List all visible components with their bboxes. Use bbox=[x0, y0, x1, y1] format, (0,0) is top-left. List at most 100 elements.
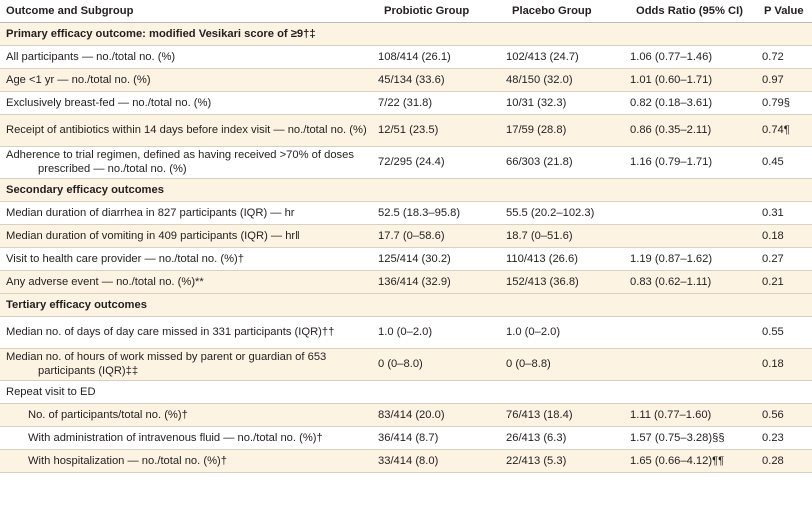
probiotic-value: 108/414 (26.1) bbox=[378, 45, 506, 69]
table-row: With administration of intravenous fluid… bbox=[0, 426, 812, 450]
section-title: Secondary efficacy outcomes bbox=[0, 178, 812, 202]
table-row: All participants — no./total no. (%) 108… bbox=[0, 45, 812, 69]
section-secondary: Secondary efficacy outcomes bbox=[0, 178, 812, 202]
table-row: With hospitalization — no./total no. (%)… bbox=[0, 449, 812, 473]
row-label: Median no. of hours of work missed by pa… bbox=[6, 351, 327, 377]
placebo-value bbox=[506, 380, 630, 404]
row-label: Adherence to trial regimen, defined as h… bbox=[6, 149, 354, 175]
p-value: 0.18 bbox=[758, 224, 812, 248]
table-row: Repeat visit to ED bbox=[0, 380, 812, 404]
table-row: Exclusively breast-fed — no./total no. (… bbox=[0, 91, 812, 115]
placebo-value: 0 (0–8.8) bbox=[506, 348, 630, 381]
row-label: Receipt of antibiotics within 14 days be… bbox=[6, 124, 367, 136]
p-value: 0.97 bbox=[758, 68, 812, 92]
row-label: Visit to health care provider — no./tota… bbox=[0, 247, 378, 271]
header-p-value: P Value bbox=[758, 0, 812, 23]
probiotic-value: 0 (0–8.0) bbox=[378, 348, 506, 381]
p-value bbox=[758, 380, 812, 404]
odds-ratio-value: 1.65 (0.66–4.12)¶¶ bbox=[630, 449, 758, 473]
row-label: Median duration of diarrhea in 827 parti… bbox=[0, 201, 378, 225]
p-value: 0.21 bbox=[758, 270, 812, 294]
table-row: Median duration of vomiting in 409 parti… bbox=[0, 224, 812, 248]
header-row: Outcome and Subgroup Probiotic Group Pla… bbox=[0, 0, 812, 23]
probiotic-value: 36/414 (8.7) bbox=[378, 426, 506, 450]
p-value: 0.72 bbox=[758, 45, 812, 69]
probiotic-value: 17.7 (0–58.6) bbox=[378, 224, 506, 248]
p-value: 0.79§ bbox=[758, 91, 812, 115]
odds-ratio-value: 1.06 (0.77–1.46) bbox=[630, 45, 758, 69]
probiotic-value: 1.0 (0–2.0) bbox=[378, 316, 506, 349]
row-label: Repeat visit to ED bbox=[0, 380, 378, 404]
odds-ratio-value bbox=[630, 201, 758, 225]
section-title: Primary efficacy outcome: modified Vesik… bbox=[0, 22, 812, 46]
placebo-value: 76/413 (18.4) bbox=[506, 403, 630, 427]
odds-ratio-value: 1.19 (0.87–1.62) bbox=[630, 247, 758, 271]
placebo-value: 152/413 (36.8) bbox=[506, 270, 630, 294]
odds-ratio-value: 0.82 (0.18–3.61) bbox=[630, 91, 758, 115]
probiotic-value: 52.5 (18.3–95.8) bbox=[378, 201, 506, 225]
section-primary: Primary efficacy outcome: modified Vesik… bbox=[0, 22, 812, 46]
placebo-value: 22/413 (5.3) bbox=[506, 449, 630, 473]
placebo-value: 26/413 (6.3) bbox=[506, 426, 630, 450]
p-value: 0.28 bbox=[758, 449, 812, 473]
table-row: No. of participants/total no. (%)† 83/41… bbox=[0, 403, 812, 427]
table-row: Adherence to trial regimen, defined as h… bbox=[0, 146, 812, 179]
p-value: 0.23 bbox=[758, 426, 812, 450]
outcomes-table: Outcome and Subgroup Probiotic Group Pla… bbox=[0, 0, 812, 473]
row-label: Median no. of days of day care missed in… bbox=[6, 326, 335, 338]
section-title: Tertiary efficacy outcomes bbox=[0, 293, 812, 317]
p-value: 0.45 bbox=[758, 146, 812, 179]
p-value: 0.74¶ bbox=[758, 114, 812, 147]
probiotic-value bbox=[378, 380, 506, 404]
table-row: Median duration of diarrhea in 827 parti… bbox=[0, 201, 812, 225]
probiotic-value: 33/414 (8.0) bbox=[378, 449, 506, 473]
p-value: 0.31 bbox=[758, 201, 812, 225]
probiotic-value: 136/414 (32.9) bbox=[378, 270, 506, 294]
odds-ratio-value bbox=[630, 316, 758, 349]
placebo-value: 55.5 (20.2–102.3) bbox=[506, 201, 630, 225]
p-value: 0.56 bbox=[758, 403, 812, 427]
row-label: All participants — no./total no. (%) bbox=[0, 45, 378, 69]
row-label: With administration of intravenous fluid… bbox=[0, 426, 378, 450]
header-placebo: Placebo Group bbox=[506, 0, 630, 23]
placebo-value: 102/413 (24.7) bbox=[506, 45, 630, 69]
placebo-value: 110/413 (26.6) bbox=[506, 247, 630, 271]
table-row: Age <1 yr — no./total no. (%) 45/134 (33… bbox=[0, 68, 812, 92]
section-tertiary: Tertiary efficacy outcomes bbox=[0, 293, 812, 317]
p-value: 0.55 bbox=[758, 316, 812, 349]
odds-ratio-value bbox=[630, 224, 758, 248]
placebo-value: 18.7 (0–51.6) bbox=[506, 224, 630, 248]
odds-ratio-value: 1.16 (0.79–1.71) bbox=[630, 146, 758, 179]
probiotic-value: 83/414 (20.0) bbox=[378, 403, 506, 427]
table-row: Receipt of antibiotics within 14 days be… bbox=[0, 114, 812, 147]
odds-ratio-value: 0.83 (0.62–1.11) bbox=[630, 270, 758, 294]
odds-ratio-value: 1.57 (0.75–3.28)§§ bbox=[630, 426, 758, 450]
row-label: Median duration of vomiting in 409 parti… bbox=[0, 224, 378, 248]
row-label: Any adverse event — no./total no. (%)** bbox=[0, 270, 378, 294]
placebo-value: 48/150 (32.0) bbox=[506, 68, 630, 92]
row-label: No. of participants/total no. (%)† bbox=[0, 403, 378, 427]
odds-ratio-value: 1.01 (0.60–1.71) bbox=[630, 68, 758, 92]
p-value: 0.27 bbox=[758, 247, 812, 271]
odds-ratio-value: 0.86 (0.35–2.11) bbox=[630, 114, 758, 147]
table-row: Median no. of hours of work missed by pa… bbox=[0, 348, 812, 381]
probiotic-value: 125/414 (30.2) bbox=[378, 247, 506, 271]
p-value: 0.18 bbox=[758, 348, 812, 381]
table-row: Visit to health care provider — no./tota… bbox=[0, 247, 812, 271]
placebo-value: 17/59 (28.8) bbox=[506, 114, 630, 147]
odds-ratio-value bbox=[630, 380, 758, 404]
probiotic-value: 12/51 (23.5) bbox=[378, 114, 506, 147]
probiotic-value: 7/22 (31.8) bbox=[378, 91, 506, 115]
row-label: With hospitalization — no./total no. (%)… bbox=[0, 449, 378, 473]
probiotic-value: 45/134 (33.6) bbox=[378, 68, 506, 92]
placebo-value: 66/303 (21.8) bbox=[506, 146, 630, 179]
row-label: Age <1 yr — no./total no. (%) bbox=[0, 68, 378, 92]
placebo-value: 10/31 (32.3) bbox=[506, 91, 630, 115]
header-odds-ratio: Odds Ratio (95% CI) bbox=[630, 0, 758, 23]
odds-ratio-value bbox=[630, 348, 758, 381]
table-row: Any adverse event — no./total no. (%)** … bbox=[0, 270, 812, 294]
placebo-value: 1.0 (0–2.0) bbox=[506, 316, 630, 349]
odds-ratio-value: 1.11 (0.77–1.60) bbox=[630, 403, 758, 427]
table-row: Median no. of days of day care missed in… bbox=[0, 316, 812, 349]
header-outcome: Outcome and Subgroup bbox=[0, 0, 378, 23]
